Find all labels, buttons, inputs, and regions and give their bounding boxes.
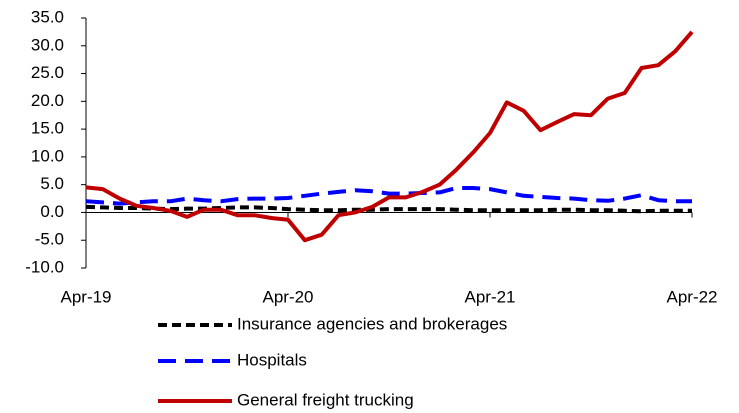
y-tick-label: 5.0 <box>40 174 64 193</box>
y-tick-label: 30.0 <box>31 35 64 54</box>
legend-label: Insurance agencies and brokerages <box>237 314 507 333</box>
y-tick-label: 15.0 <box>31 119 64 138</box>
series-line <box>85 186 692 206</box>
x-tick-label: Apr-19 <box>60 287 111 306</box>
y-tick-label: 25.0 <box>31 63 64 82</box>
series-line <box>85 30 694 243</box>
y-tick-label: 0.0 <box>40 202 64 221</box>
x-tick-label: Apr-22 <box>666 287 717 306</box>
y-tick-label: -5.0 <box>35 230 64 249</box>
legend-label: General freight trucking <box>237 390 414 409</box>
y-tick-label: 35.0 <box>31 7 64 26</box>
series-line <box>85 204 692 214</box>
y-tick-label: 20.0 <box>31 91 64 110</box>
x-tick-label: Apr-21 <box>464 287 515 306</box>
y-tick-label: 10.0 <box>31 146 64 165</box>
y-tick-label: -10.0 <box>25 257 64 276</box>
x-tick-label: Apr-20 <box>262 287 313 306</box>
legend-label: Hospitals <box>237 350 307 369</box>
